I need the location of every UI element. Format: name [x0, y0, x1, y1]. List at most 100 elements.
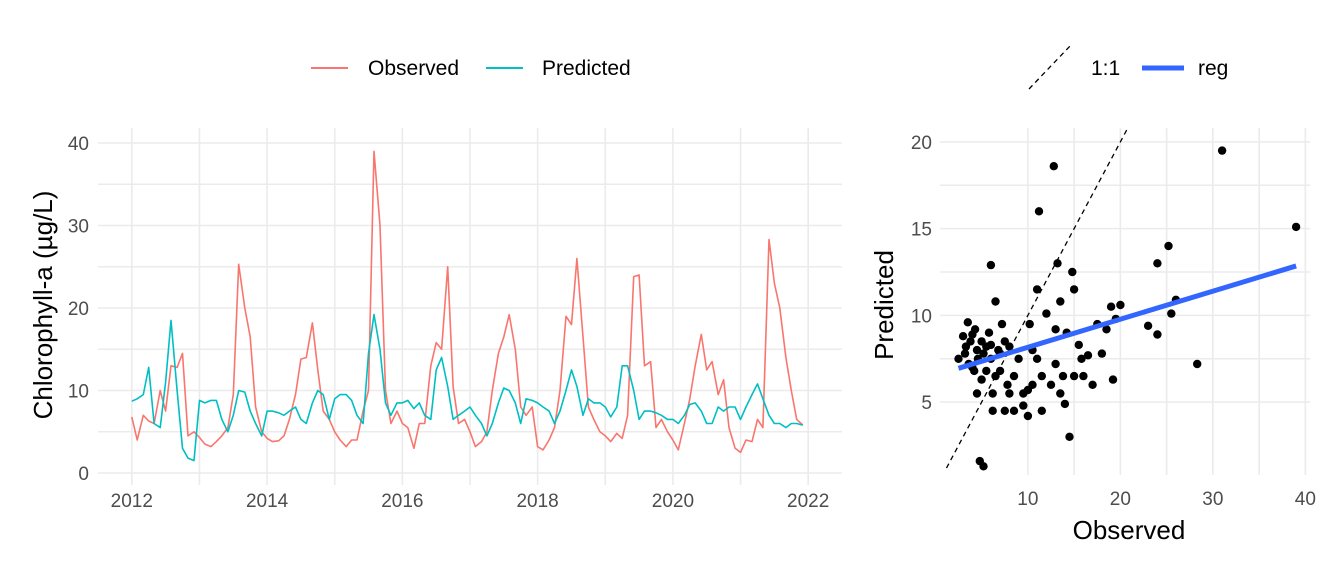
timeseries-x-tick-labels: 2012 2014 2016 2018 2020 2022 [111, 491, 830, 512]
scatter-point [1000, 406, 1009, 415]
scatter-point [1108, 375, 1118, 384]
scatter-point [997, 319, 1007, 329]
regression-line [957, 263, 1297, 371]
scatter-point [1051, 359, 1060, 369]
scatter-point [984, 328, 994, 337]
scatter-points [954, 146, 1301, 471]
scatter-point [1153, 330, 1162, 339]
scatter-point [970, 366, 979, 376]
scatter-point [1056, 297, 1065, 306]
scatter-point [991, 297, 1000, 306]
y-tick-label: 5 [921, 393, 932, 414]
scatter-point [979, 462, 988, 471]
scatter-point [1053, 259, 1062, 268]
x-tick-label: 40 [1295, 489, 1316, 510]
scatter-x-tick-labels: 10 20 30 40 [1017, 489, 1316, 510]
y-tick-label: 15 [911, 220, 932, 241]
timeseries-lines [131, 150, 804, 462]
scatter-point [1077, 354, 1086, 363]
x-tick-label: 2022 [787, 491, 829, 512]
y-tick-label: 20 [68, 299, 89, 320]
scatter-point [1032, 354, 1042, 363]
scatter-point [1032, 285, 1042, 294]
scatter-point [988, 406, 997, 415]
scatter-point [1217, 146, 1227, 155]
scatter-point [1009, 406, 1019, 415]
scatter-point [1291, 222, 1301, 232]
y-tick-label: 10 [911, 306, 932, 327]
y-tick-label: 0 [78, 464, 89, 485]
scatter-point [1079, 371, 1088, 381]
x-tick-label: 10 [1017, 489, 1038, 510]
scatter-grid [940, 128, 1310, 475]
scatter-point [1014, 354, 1023, 363]
scatter-point [966, 337, 975, 346]
x-tick-label: 2020 [652, 491, 694, 512]
legend-observed-label: Observed [368, 57, 459, 80]
legend-identity-label: 1:1 [1091, 57, 1120, 80]
scatter-point [1037, 371, 1047, 381]
scatter-point [1116, 300, 1125, 310]
scatter-point [1106, 302, 1116, 311]
y-tick-label: 40 [68, 134, 89, 155]
scatter-point [958, 332, 968, 341]
scatter-point [1143, 321, 1153, 330]
scatter-point [954, 354, 963, 363]
scatter-point [1058, 371, 1068, 381]
x-tick-label: 30 [1202, 489, 1223, 510]
scatter-point [1164, 241, 1173, 251]
scatter-point [1005, 389, 1014, 398]
x-tick-label: 2018 [516, 491, 558, 512]
scatter-point [1034, 207, 1044, 216]
scatter-point [988, 389, 997, 398]
predicted-series-line [131, 313, 804, 462]
scatter-point [982, 366, 991, 376]
scatter-point [1037, 406, 1047, 415]
timeseries-panel: 2012 2014 2016 2018 2020 2022 0 10 20 30 40 Chlor… [28, 128, 842, 512]
scatter-point [972, 345, 982, 355]
x-tick-label: 2014 [246, 491, 289, 512]
scatter-point [1003, 380, 1012, 389]
scatter-point [1005, 342, 1014, 351]
scatter-point [1046, 380, 1056, 389]
scatter-point [995, 366, 1005, 376]
scatter-point [986, 260, 996, 270]
timeseries-legend: Observed Predicted [311, 57, 631, 80]
scatter-x-axis-title: Observed [1073, 515, 1186, 545]
scatter-point [1051, 325, 1060, 334]
scatter-point [1060, 399, 1070, 409]
scatter-point [1023, 411, 1033, 421]
scatter-panel: 10 20 30 40 5 10 15 20 Observed Predicted [869, 128, 1316, 545]
scatter-point [1097, 349, 1107, 358]
scatter-point [1069, 285, 1079, 294]
scatter-point [1056, 389, 1065, 398]
scatter-point [1088, 380, 1097, 389]
y-tick-label: 30 [68, 217, 89, 238]
scatter-point [1083, 351, 1093, 360]
scatter-reference-lines [945, 128, 1129, 469]
y-tick-label: 10 [68, 382, 89, 403]
timeseries-y-tick-labels: 0 10 20 30 40 [68, 134, 89, 485]
x-tick-label: 2016 [381, 491, 423, 512]
scatter-point [1193, 359, 1202, 369]
legend-predicted-label: Predicted [542, 57, 631, 80]
scatter-point [1153, 259, 1162, 268]
legend-identity-swatch [1028, 44, 1072, 90]
scatter-point [986, 340, 996, 350]
scatter-point [979, 349, 988, 358]
scatter-point [1042, 309, 1051, 318]
legend-regression-label: reg [1198, 57, 1228, 80]
scatter-point [972, 389, 982, 398]
observed-series-line [131, 150, 804, 454]
identity-line [945, 128, 1129, 469]
x-tick-label: 20 [1110, 489, 1131, 510]
scatter-point [1065, 432, 1074, 441]
scatter-point [977, 375, 986, 384]
timeseries-y-axis-title: Chlorophyll-a (µg/L) [28, 191, 58, 420]
x-tick-label: 2012 [111, 491, 153, 512]
y-tick-label: 20 [911, 133, 932, 154]
scatter-point [1167, 309, 1176, 318]
scatter-point [960, 349, 970, 358]
scatter-point [1025, 319, 1034, 329]
scatter-point [1049, 162, 1059, 171]
